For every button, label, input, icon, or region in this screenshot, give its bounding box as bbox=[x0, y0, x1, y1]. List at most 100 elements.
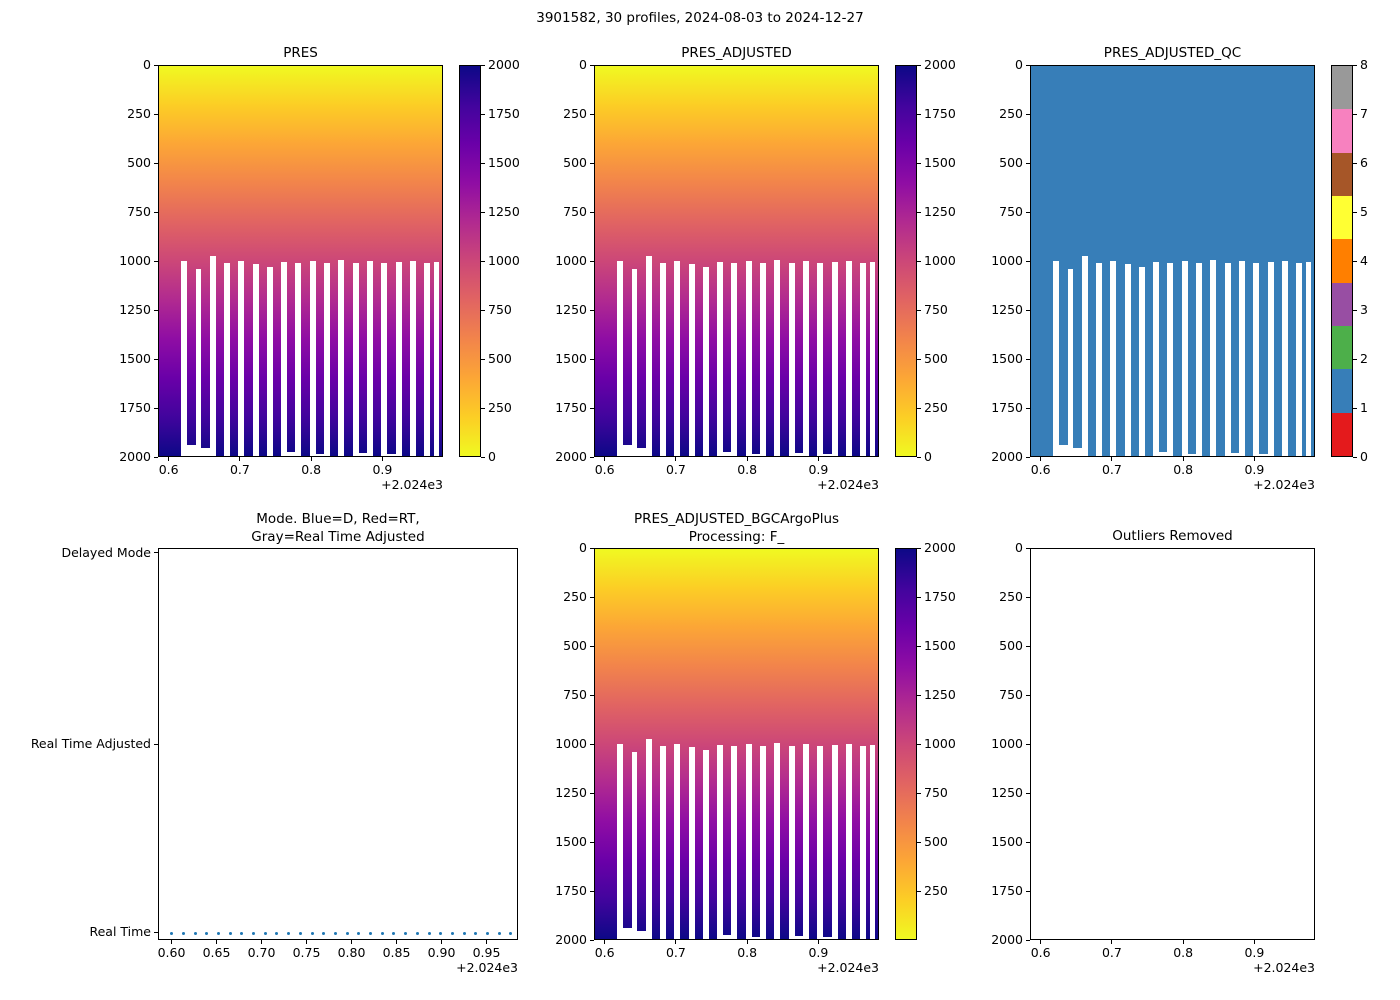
y-tick-mark bbox=[590, 113, 594, 115]
profile-notch bbox=[187, 445, 196, 456]
profile-gap bbox=[831, 261, 838, 456]
profile-gap bbox=[323, 262, 330, 456]
profile-dot bbox=[181, 931, 185, 935]
y-tick-mark bbox=[154, 113, 158, 115]
profile-dot bbox=[345, 931, 349, 935]
x-tick-label: 0.7 bbox=[1101, 945, 1122, 960]
bgc-title: PRES_ADJUSTED_BGCArgoPlus Processing: F_ bbox=[633, 511, 840, 545]
profile-notch bbox=[623, 445, 632, 456]
colorbar-band bbox=[1332, 109, 1352, 153]
y-tick-label: 1000 bbox=[555, 736, 587, 751]
profile-gap bbox=[688, 746, 695, 939]
x-tick-label: 0.8 bbox=[1173, 945, 1194, 960]
colorbar-tick-label: 750 bbox=[924, 302, 948, 317]
colorbar-tick-label: 1750 bbox=[924, 589, 956, 604]
colorbar-tick-label: 2000 bbox=[488, 57, 520, 72]
profile-dot bbox=[333, 931, 337, 935]
y-tick-mark bbox=[154, 260, 158, 262]
profile-dot bbox=[170, 931, 174, 935]
colorbar-tick-label: 1000 bbox=[488, 253, 520, 268]
profile-gap bbox=[870, 261, 875, 456]
y-tick-mark bbox=[154, 162, 158, 164]
x-tick-label: 0.8 bbox=[737, 945, 758, 960]
profile-gap bbox=[181, 261, 187, 456]
colorbar-tick-mark bbox=[917, 841, 921, 843]
y-tick-label: 1000 bbox=[991, 736, 1023, 751]
y-tick-mark bbox=[590, 890, 594, 892]
profile-gap bbox=[224, 262, 231, 456]
profile-gap bbox=[631, 751, 638, 939]
profile-gap bbox=[434, 261, 439, 456]
x-tick-label: 0.70 bbox=[247, 945, 276, 960]
profile-gap bbox=[817, 745, 824, 939]
y-tick-label: 2000 bbox=[991, 932, 1023, 947]
y-tick-label: 750 bbox=[999, 204, 1023, 219]
profile-notch bbox=[1259, 454, 1268, 456]
profile-notch bbox=[1230, 453, 1239, 456]
profile-gap bbox=[295, 262, 302, 456]
colorbar-tick-label: 2 bbox=[1360, 351, 1368, 366]
mesh bbox=[159, 66, 442, 456]
colorbar-tick-label: 750 bbox=[924, 785, 948, 800]
profile-gap bbox=[774, 260, 781, 456]
y-tick-mark bbox=[1026, 407, 1030, 409]
x-tick-label: 0.85 bbox=[382, 945, 411, 960]
colorbar-tick-label: 0 bbox=[1360, 449, 1368, 464]
profile-gap bbox=[674, 744, 681, 939]
y-tick-label: 1250 bbox=[555, 785, 587, 800]
y-tick-mark bbox=[1026, 309, 1030, 311]
y-tick-label: 1750 bbox=[555, 883, 587, 898]
colorbar-tick-mark bbox=[481, 211, 485, 213]
colorbar-tick-mark bbox=[917, 596, 921, 598]
profile-dot bbox=[380, 931, 384, 935]
y-tick-label: 1750 bbox=[991, 400, 1023, 415]
y-tick-label: 0 bbox=[143, 57, 151, 72]
x-offset-label: +2.024e3 bbox=[456, 960, 518, 975]
y-tick-mark bbox=[590, 841, 594, 843]
colorbar-tick-label: 2000 bbox=[924, 57, 956, 72]
colorbar-tick-mark bbox=[1353, 456, 1357, 458]
y-tick-label: 1250 bbox=[555, 302, 587, 317]
y-tick-label: 1000 bbox=[555, 253, 587, 268]
profile-gap bbox=[817, 262, 824, 456]
profile-dot bbox=[439, 931, 443, 935]
colorbar-tick-label: 500 bbox=[924, 351, 948, 366]
profile-gap bbox=[788, 262, 795, 456]
profile-gap bbox=[1281, 261, 1288, 456]
y-tick-mark bbox=[1026, 645, 1030, 647]
profile-gap bbox=[1096, 262, 1103, 456]
bgc-colorbar bbox=[895, 548, 917, 940]
profile-gap bbox=[338, 260, 345, 456]
y-tick-mark bbox=[1026, 162, 1030, 164]
y-tick-mark bbox=[1026, 211, 1030, 213]
x-tick-mark bbox=[171, 940, 172, 944]
profile-gap bbox=[831, 744, 838, 939]
profile-notch bbox=[751, 454, 760, 456]
colorbar-tick-mark bbox=[481, 456, 485, 458]
profile-gap bbox=[1195, 262, 1202, 456]
profile-gap bbox=[1053, 261, 1059, 456]
colorbar-tick-label: 500 bbox=[924, 834, 948, 849]
y-tick-label: 750 bbox=[127, 204, 151, 219]
colorbar-tick-mark bbox=[481, 260, 485, 262]
colorbar-tick-mark bbox=[1353, 211, 1357, 213]
y-tick-label: 2000 bbox=[991, 449, 1023, 464]
profile-notch bbox=[1073, 447, 1082, 456]
colorbar-tick-label: 1750 bbox=[488, 106, 520, 121]
profile-dot bbox=[287, 931, 291, 935]
y-tick-label: 1500 bbox=[555, 351, 587, 366]
qc-title: PRES_ADJUSTED_QC bbox=[1103, 45, 1242, 61]
colorbar-tick-label: 250 bbox=[488, 400, 512, 415]
colorbar-tick-label: 1500 bbox=[488, 155, 520, 170]
colorbar-tick-mark bbox=[917, 456, 921, 458]
y-tick-label: 1500 bbox=[991, 351, 1023, 366]
profile-dot bbox=[462, 931, 466, 935]
x-tick-mark bbox=[817, 940, 819, 944]
x-tick-label: 0.80 bbox=[337, 945, 366, 960]
colorbar-tick-label: 5 bbox=[1360, 204, 1368, 219]
y-tick-mark bbox=[154, 456, 158, 458]
profile-gap bbox=[266, 266, 273, 456]
x-tick-mark bbox=[239, 457, 241, 461]
y-tick-mark bbox=[590, 260, 594, 262]
y-tick-mark bbox=[590, 939, 594, 941]
